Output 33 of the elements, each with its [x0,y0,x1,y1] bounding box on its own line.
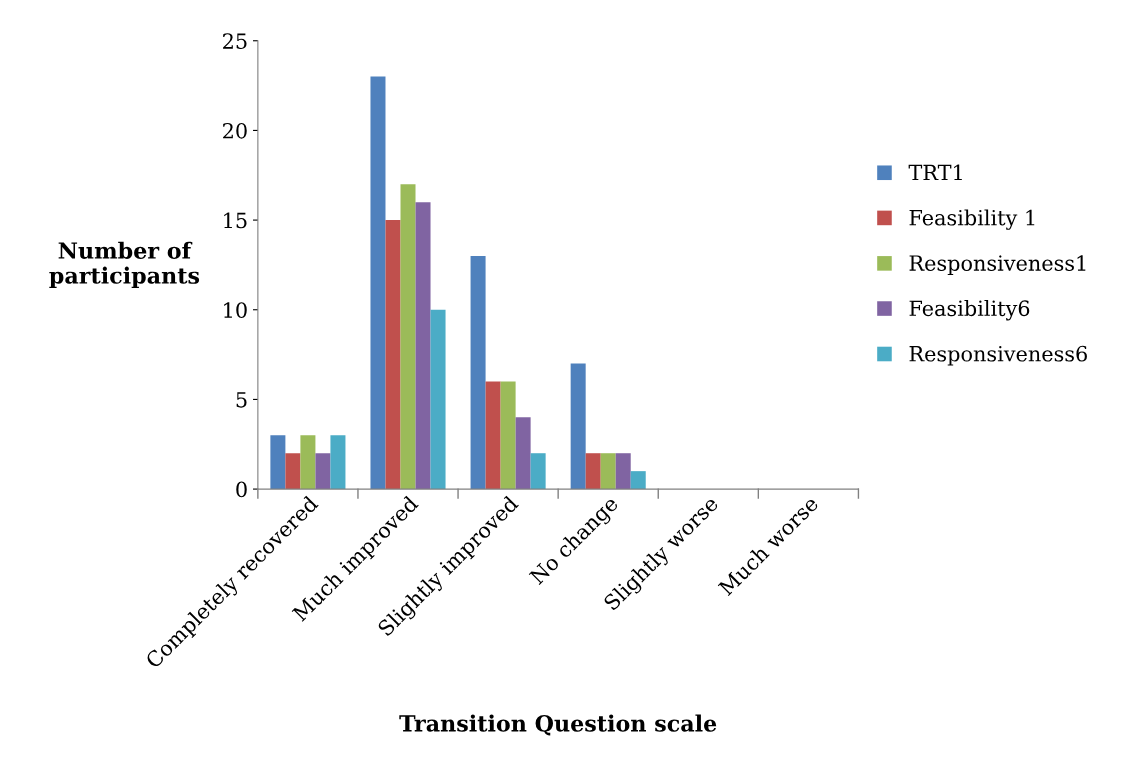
bar [430,309,446,490]
y-tick-label: 20 [223,122,247,139]
y-tick-label: 5 [236,392,247,408]
legend-label: TRT1 [908,164,962,181]
bar [315,453,331,490]
bar [300,435,316,490]
bar [500,381,516,490]
bar [285,453,301,490]
bar [415,202,431,490]
bar [330,435,346,490]
legend-label: Responsiveness6 [909,345,1087,366]
y-tick-label: 0 [236,481,247,498]
legend-label: Feasibility 1 [909,209,1035,230]
bar [385,220,401,490]
bar [530,453,546,490]
bar [585,453,601,490]
bar [370,76,386,490]
bar [485,381,501,490]
bar [630,471,646,490]
y-tick-label: 10 [224,302,247,318]
x-axis-title: Transition Question scale [399,714,717,736]
bar [570,363,586,490]
y-axis-title: Number of participants [49,241,200,289]
bar [270,435,286,490]
bar [600,453,616,490]
bar [515,417,531,490]
legend-label: Responsiveness1 [909,255,1086,275]
y-tick-label: 25 [223,33,247,49]
bar [470,255,486,490]
legend-label: Feasibility6 [909,300,1030,321]
bar [615,453,631,490]
bar [400,184,416,490]
y-tick-label: 15 [224,212,247,229]
